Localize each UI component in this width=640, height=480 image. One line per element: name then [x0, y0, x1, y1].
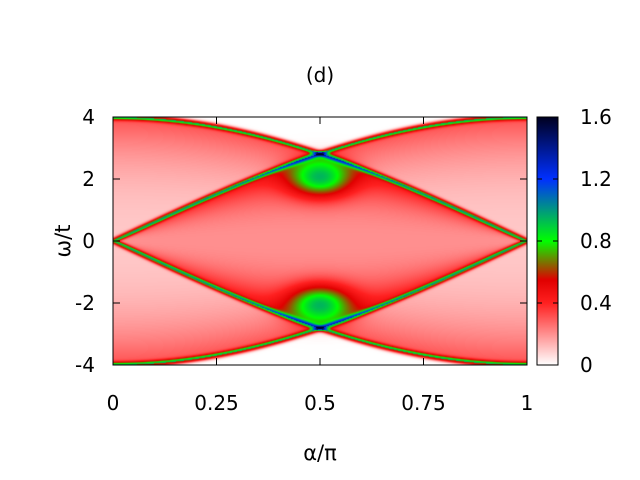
- x-tick-label: 0.75: [401, 391, 446, 415]
- colorbar-tick-label: 1.6: [580, 105, 612, 129]
- y-tick-label: 4: [82, 105, 95, 129]
- colorbar-tick-label: 0.4: [580, 291, 612, 315]
- x-tick-label: 0.5: [304, 391, 336, 415]
- y-tick-label: -2: [75, 291, 95, 315]
- colorbar-tick-label: 0.8: [580, 229, 612, 253]
- y-axis-label: ω/t: [51, 225, 75, 258]
- x-tick-label: 0: [107, 391, 120, 415]
- y-axis-ticks: 4 2 0 -2 -4: [75, 105, 527, 377]
- x-axis-ticks: 0 0.25 0.5 0.75 1: [107, 117, 534, 415]
- colorbar-tick-label: 0: [580, 353, 593, 377]
- colorbar: 0 0.4 0.8 1.2 1.6: [536, 105, 612, 377]
- heatmap-image: [113, 117, 527, 365]
- colorbar-ticks: 0 0.4 0.8 1.2 1.6: [537, 105, 612, 377]
- x-axis-label: α/π: [303, 441, 337, 465]
- y-tick-label: 0: [82, 229, 95, 253]
- chart-title: (d): [306, 63, 334, 87]
- colorbar-tick-label: 1.2: [580, 167, 612, 191]
- x-tick-label: 0.25: [194, 391, 239, 415]
- plot-area: [112, 116, 528, 366]
- y-tick-label: -4: [75, 353, 95, 377]
- y-tick-label: 2: [82, 167, 95, 191]
- x-tick-label: 1: [521, 391, 534, 415]
